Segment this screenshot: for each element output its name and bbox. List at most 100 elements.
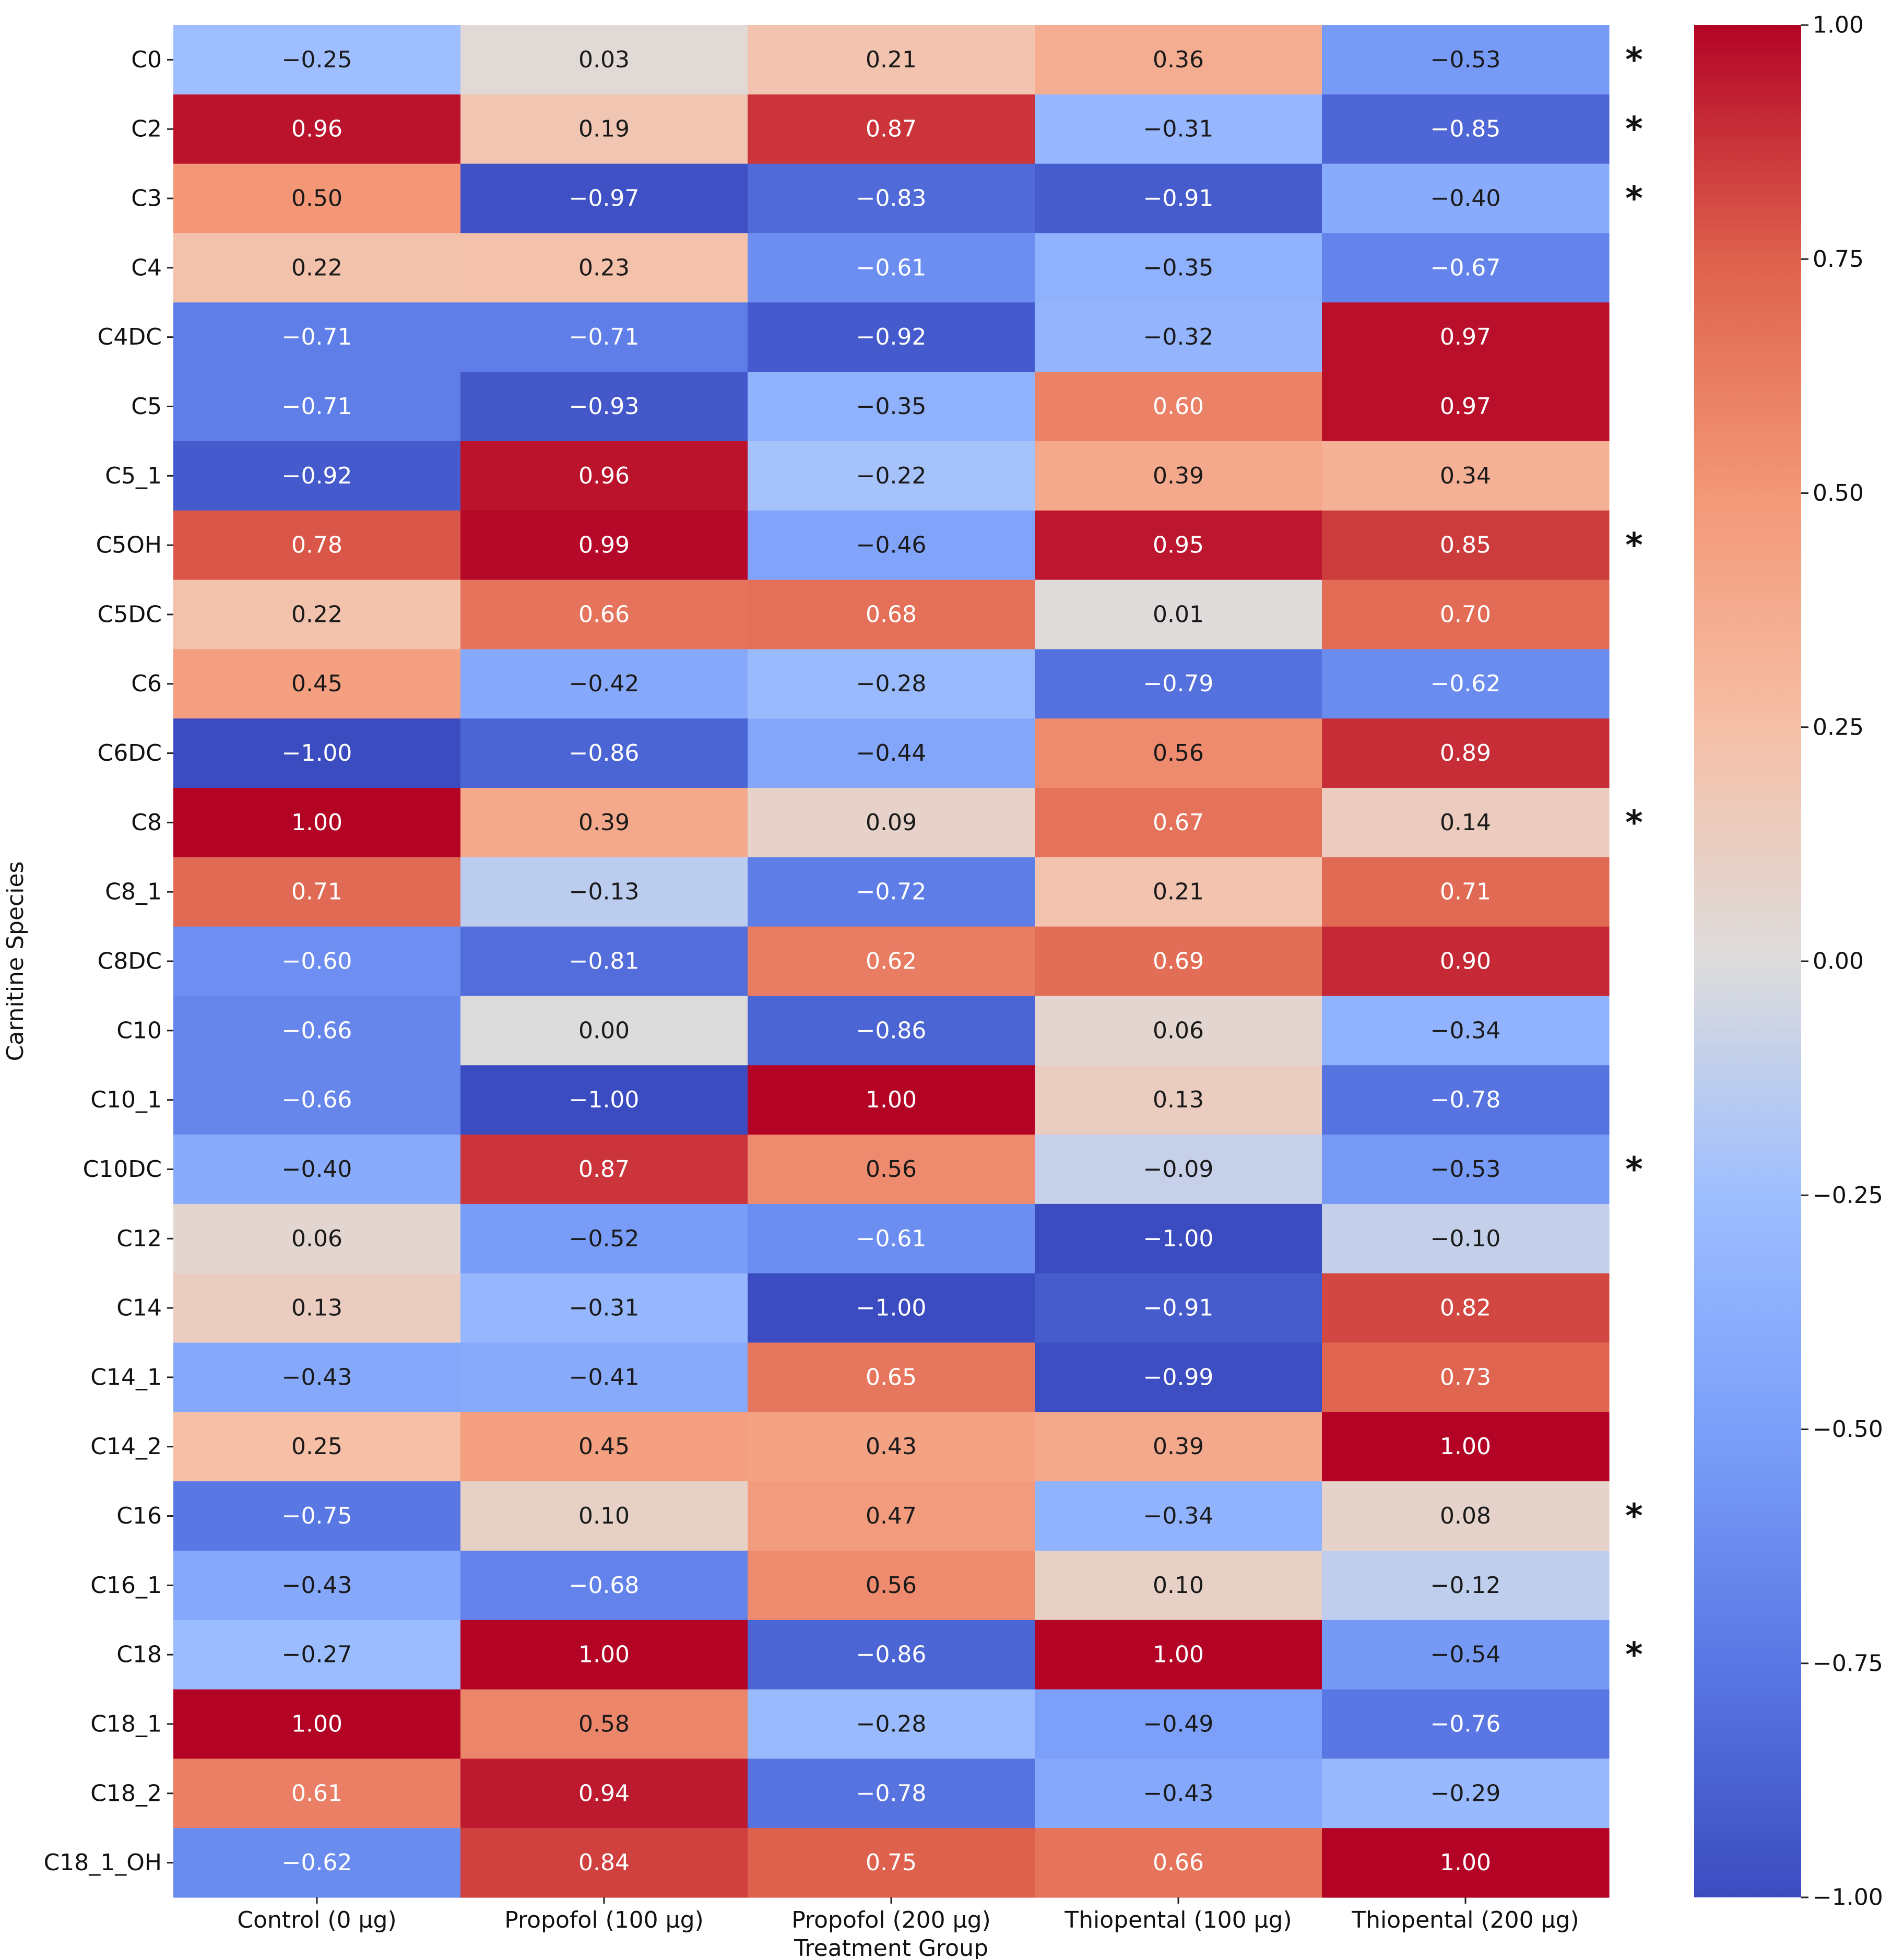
cell-value-label: 0.62 [866, 948, 917, 975]
cell-value-label: 0.39 [1153, 1433, 1204, 1460]
cell-value-label: 0.21 [866, 46, 917, 73]
heatmap-cell [1035, 649, 1322, 719]
cell-value-label: 0.09 [866, 809, 917, 836]
cell-value-label: 0.99 [578, 532, 630, 559]
heatmap-cell [748, 1689, 1035, 1759]
cell-value-label: −0.91 [1143, 185, 1214, 212]
heatmap-cell [460, 372, 748, 442]
heatmap-cell [1035, 25, 1322, 95]
cell-value-label: −0.86 [856, 1642, 927, 1668]
cell-value-label: 0.10 [1153, 1572, 1204, 1599]
cell-value-label: 1.00 [866, 1087, 917, 1113]
cell-value-label: 0.19 [578, 116, 630, 143]
heatmap-cell [1035, 233, 1322, 303]
cell-value-label: −0.29 [1430, 1780, 1501, 1807]
heatmap-cell [173, 1065, 461, 1135]
cell-value-label: −0.78 [856, 1780, 927, 1807]
heatmap-cell [1322, 1550, 1610, 1621]
row-tick-label: C18_2 [90, 1780, 162, 1807]
y-axis-title: Carnitine Species [2, 862, 29, 1061]
heatmap-cell [1035, 510, 1322, 581]
cell-value-label: 0.23 [578, 254, 630, 281]
cell-value-label: 0.45 [578, 1433, 630, 1460]
cell-value-label: −0.66 [282, 1017, 352, 1044]
cell-value-label: −0.68 [569, 1572, 640, 1599]
cell-value-label: −0.83 [856, 185, 927, 212]
column-tick-label: Propofol (100 µg) [504, 1907, 704, 1933]
heatmap-cell [173, 1412, 461, 1482]
cell-value-label: −1.00 [569, 1087, 640, 1113]
significance-star: * [1625, 1150, 1642, 1189]
heatmap-cell [1322, 787, 1610, 858]
row-tick-label: C10 [116, 1017, 162, 1044]
row-tick-label: C3 [131, 185, 162, 212]
heatmap-cell [460, 857, 748, 927]
heatmap-cell [1035, 996, 1322, 1066]
heatmap-cell [748, 302, 1035, 372]
heatmap-cell [1322, 510, 1610, 581]
heatmap-cell [173, 163, 461, 234]
cell-value-label: −0.10 [1430, 1225, 1501, 1252]
heatmap-cell [1322, 926, 1610, 997]
row-tick-label: C10_1 [90, 1087, 162, 1113]
cell-value-label: 0.36 [1153, 46, 1204, 73]
significance-star: * [1625, 1636, 1642, 1674]
heatmap-cell [1322, 1759, 1610, 1828]
heatmap-cell [1035, 787, 1322, 858]
heatmap-cell [173, 1481, 461, 1551]
heatmap-cell [1035, 1620, 1322, 1690]
row-tick-label: C18_1 [90, 1710, 162, 1737]
cell-value-label: 0.13 [1153, 1087, 1204, 1113]
cell-value-label: −0.12 [1430, 1572, 1501, 1599]
heatmap-cell [1322, 580, 1610, 650]
row-tick-label: C4DC [98, 324, 162, 350]
cell-value-label: 0.66 [578, 601, 630, 628]
heatmap-cell [1035, 1412, 1322, 1482]
heatmap-cell [748, 787, 1035, 858]
cell-value-label: 0.47 [866, 1503, 917, 1529]
heatmap-cell [460, 926, 748, 997]
heatmap-cell [1322, 1828, 1610, 1898]
heatmap-cell [1322, 441, 1610, 511]
cell-value-label: −0.61 [856, 1225, 927, 1252]
cell-value-label: −0.32 [1143, 324, 1214, 350]
cell-value-label: −0.76 [1430, 1710, 1501, 1737]
cell-value-label: −0.86 [569, 740, 640, 766]
cell-value-label: 0.96 [291, 116, 342, 143]
heatmap-cell [173, 718, 461, 788]
cell-value-label: −0.78 [1430, 1087, 1501, 1113]
heatmap-cell [1322, 372, 1610, 442]
cell-value-label: −0.28 [856, 670, 927, 697]
cell-value-label: 1.00 [1440, 1433, 1491, 1460]
cell-value-label: −0.91 [1143, 1295, 1214, 1321]
row-tick-label: C4 [131, 254, 162, 281]
heatmap-cell [460, 996, 748, 1066]
heatmap-cell [748, 1203, 1035, 1274]
cell-value-label: −0.62 [1430, 670, 1501, 697]
heatmap-cell [1035, 1203, 1322, 1274]
heatmap-cell [460, 718, 748, 788]
row-tick-label: C0 [131, 46, 162, 73]
significance-star: * [1625, 180, 1642, 218]
row-tick-label: C6DC [98, 740, 162, 766]
cell-value-label: −0.49 [1143, 1710, 1214, 1737]
heatmap-cell [1322, 1481, 1610, 1551]
cell-value-label: −0.99 [1143, 1364, 1214, 1390]
heatmap-cell [1322, 25, 1610, 95]
heatmap-cell [173, 1273, 461, 1343]
row-tick-label: C8DC [98, 948, 162, 975]
cell-value-label: −1.00 [1143, 1225, 1214, 1252]
heatmap-cell [1035, 94, 1322, 164]
row-tick-label: C16_1 [90, 1572, 162, 1599]
cell-value-label: −0.44 [856, 740, 927, 766]
cell-value-label: 0.58 [578, 1710, 630, 1737]
cell-value-label: 0.06 [1153, 1017, 1204, 1044]
heatmap-cell [173, 233, 461, 303]
heatmap-cell [1035, 580, 1322, 650]
cell-value-label: −0.54 [1430, 1642, 1501, 1668]
significance-star: * [1625, 1497, 1642, 1536]
heatmap-cell [748, 1273, 1035, 1343]
heatmap-cell [173, 1135, 461, 1205]
colorbar-tick-label: 0.00 [1813, 948, 1864, 975]
